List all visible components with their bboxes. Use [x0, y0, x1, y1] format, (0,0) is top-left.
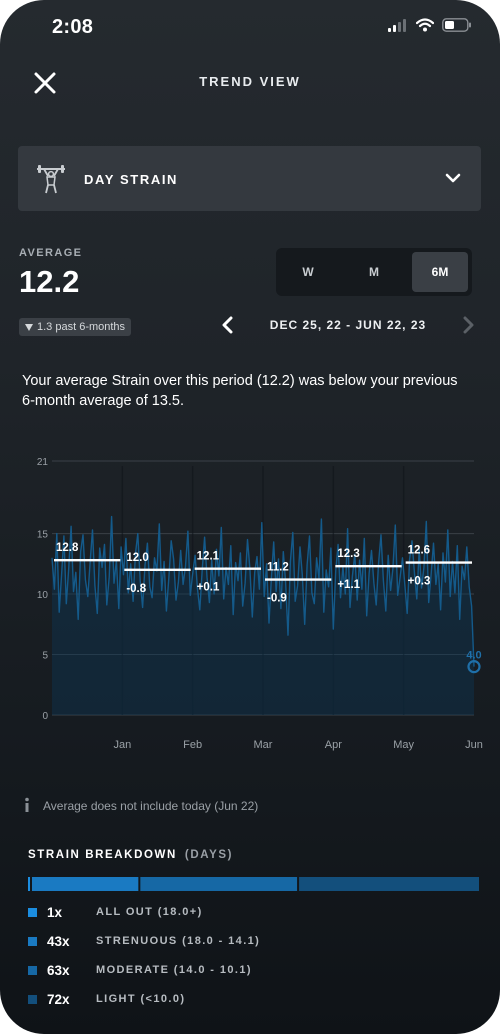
y-tick-label: 21: [37, 457, 49, 468]
breakdown-segment: [299, 877, 479, 891]
breakdown-segment: [28, 877, 30, 891]
triangle-down-icon: [25, 323, 33, 331]
breakdown-row-moderate: 63x MODERATE (14.0 - 10.1): [28, 960, 251, 980]
date-range: DEC 25, 22 - JUN 22, 23: [269, 318, 427, 332]
y-tick-label: 5: [42, 651, 48, 662]
summary-text: Your average Strain over this period (12…: [22, 373, 458, 409]
x-tick-label: May: [393, 739, 414, 751]
breakdown-row-light: 72x LIGHT (<10.0): [28, 989, 184, 1009]
breakdown-title: STRAIN BREAKDOWN (DAYS): [28, 849, 233, 861]
average-label: AVERAGE: [19, 247, 83, 259]
period-6m-button[interactable]: 6M: [412, 252, 468, 292]
x-tick-label: Mar: [254, 739, 273, 751]
all-out-count: 1x: [47, 904, 63, 920]
light-count: 72x: [47, 991, 70, 1007]
chevron-down-icon: [445, 173, 461, 183]
monthly-delta-label: -0.8: [126, 583, 146, 595]
monthly-average-label: 11.2: [267, 562, 289, 574]
moderate-label: MODERATE (14.0 - 10.1): [96, 964, 252, 976]
all-out-swatch: [28, 907, 37, 917]
monthly-average-label: 12.6: [408, 545, 430, 557]
signal-icon: [388, 19, 406, 32]
y-tick-label: 0: [42, 711, 48, 722]
period-week-button[interactable]: W: [302, 265, 314, 279]
x-tick-label: Jun: [465, 739, 483, 751]
today-value-label: 4.0: [466, 650, 481, 662]
monthly-average-label: 12.1: [197, 551, 220, 563]
monthly-average-label: 12.3: [337, 548, 359, 560]
chevron-left-icon[interactable]: [220, 316, 236, 334]
monthly-delta-label: +1.1: [337, 579, 360, 591]
monthly-average-label: 12.8: [56, 542, 79, 554]
strain-trend-chart: 0 5 10 15 21 4.0 12.8 12.0 -0.8 12.1 +0.1 11.2 -0.9 1…: [37, 457, 483, 751]
breakdown-subtitle: (DAYS): [184, 849, 234, 861]
y-tick-label: 15: [37, 530, 49, 541]
today-marker: [467, 660, 481, 674]
status-time: 2:08: [52, 16, 94, 38]
breakdown-segment: [32, 877, 139, 891]
wifi-icon: [416, 18, 434, 32]
breakdown-bar: [28, 877, 479, 891]
info-icon: [25, 797, 29, 812]
average-change-badge: 1.3 past 6-months: [19, 318, 132, 336]
moderate-count: 63x: [47, 962, 70, 978]
average-change-text: 1.3 past 6-months: [37, 321, 126, 333]
y-tick-label: 10: [37, 590, 49, 601]
strenuous-label: STRENUOUS (18.0 - 14.1): [96, 935, 261, 947]
status-icons: [388, 18, 472, 32]
all-out-label: ALL OUT (18.0+): [96, 906, 203, 918]
x-tick-label: Apr: [325, 739, 342, 751]
metric-selector[interactable]: DAY STRAIN: [18, 146, 481, 211]
page-title: TREND VIEW: [199, 74, 301, 89]
selector-label: DAY STRAIN: [84, 172, 179, 187]
close-icon[interactable]: [30, 68, 60, 98]
breakdown-segment: [140, 877, 298, 891]
breakdown-row-strenuous: 43x STRENUOUS (18.0 - 14.1): [28, 931, 259, 951]
period-month-button[interactable]: M: [369, 265, 379, 279]
monthly-delta-label: -0.9: [267, 593, 287, 605]
chevron-right-icon[interactable]: [460, 316, 476, 334]
weightlifter-icon: [37, 165, 65, 194]
period-toggle: W M 6M: [276, 248, 472, 296]
strenuous-swatch: [28, 936, 37, 946]
monthly-delta-label: +0.3: [408, 576, 431, 588]
breakdown-title-text: STRAIN BREAKDOWN: [28, 849, 177, 861]
light-label: LIGHT (<10.0): [96, 993, 186, 1005]
x-tick-label: Feb: [183, 739, 202, 751]
battery-icon: [442, 18, 471, 32]
strenuous-count: 43x: [47, 933, 70, 949]
moderate-swatch: [28, 965, 37, 975]
strain-line: [51, 515, 475, 667]
average-value: 12.2: [19, 264, 80, 299]
monthly-average-label: 12.0: [126, 552, 148, 564]
breakdown-row-all-out: 1x ALL OUT (18.0+): [28, 902, 201, 922]
x-tick-label: Jan: [113, 739, 131, 751]
monthly-delta-label: +0.1: [197, 582, 220, 594]
info-text: Average does not include today (Jun 22): [43, 799, 259, 813]
light-swatch: [28, 994, 37, 1004]
